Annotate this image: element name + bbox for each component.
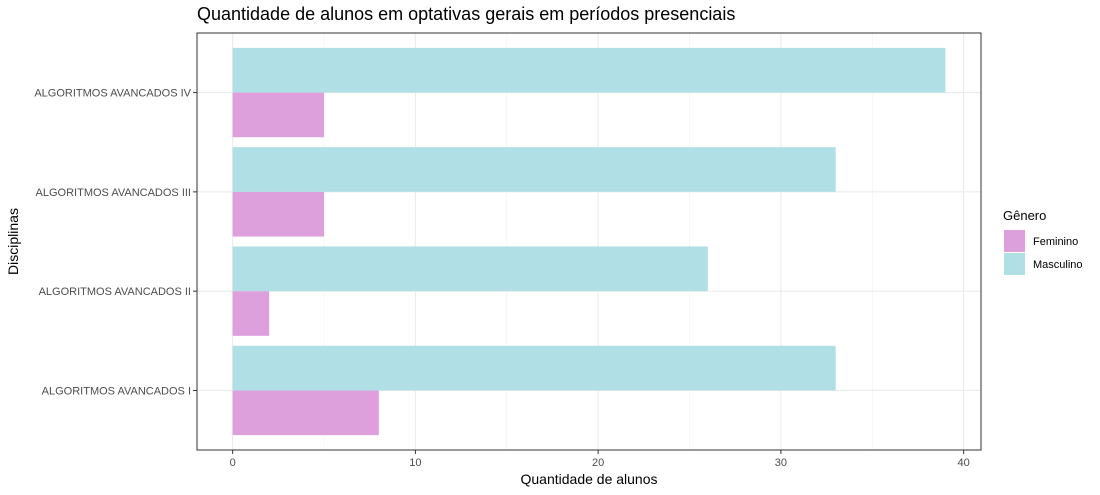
bar-feminino-4 (232, 92, 325, 138)
x-tick-label: 10 (409, 457, 421, 469)
bar-masculino-3 (232, 147, 836, 192)
legend-title: Gênero (1003, 208, 1046, 223)
x-axis-title: Quantidade de alunos (521, 471, 658, 487)
y-tick-label: ALGORITMOS AVANCADOS I (42, 385, 191, 397)
legend-key-masculino (1004, 253, 1025, 275)
bar-masculino-2 (232, 246, 708, 292)
legend: Gênero Feminino Masculino (1003, 208, 1083, 275)
x-tick-label: 0 (230, 457, 236, 469)
y-axis-title: Disciplinas (5, 208, 21, 275)
panel-border (196, 32, 982, 451)
bar-masculino-1 (232, 345, 836, 391)
x-tick-label: 30 (775, 457, 787, 469)
chart-title: Quantidade de alunos em optativas gerais… (197, 4, 735, 24)
legend-label-masculino: Masculino (1033, 259, 1083, 271)
y-axis: ALGORITMOS AVANCADOS I ALGORITMOS AVANCAD… (34, 88, 197, 397)
y-tick-label: ALGORITMOS AVANCADOS IV (34, 88, 191, 100)
x-tick-label: 20 (592, 457, 604, 469)
bar-feminino-3 (232, 191, 325, 237)
y-tick-label: ALGORITMOS AVANCADOS III (36, 187, 191, 199)
y-tick-label: ALGORITMOS AVANCADOS II (39, 286, 191, 298)
bar-masculino-4 (232, 47, 946, 93)
bar-feminino-2 (232, 291, 270, 336)
legend-key-feminino (1004, 230, 1025, 252)
x-axis: 0 10 20 30 40 (230, 450, 970, 469)
bar-feminino-1 (232, 390, 379, 436)
x-tick-label: 40 (958, 457, 970, 469)
legend-label-feminino: Feminino (1033, 236, 1078, 248)
bars (232, 47, 946, 436)
